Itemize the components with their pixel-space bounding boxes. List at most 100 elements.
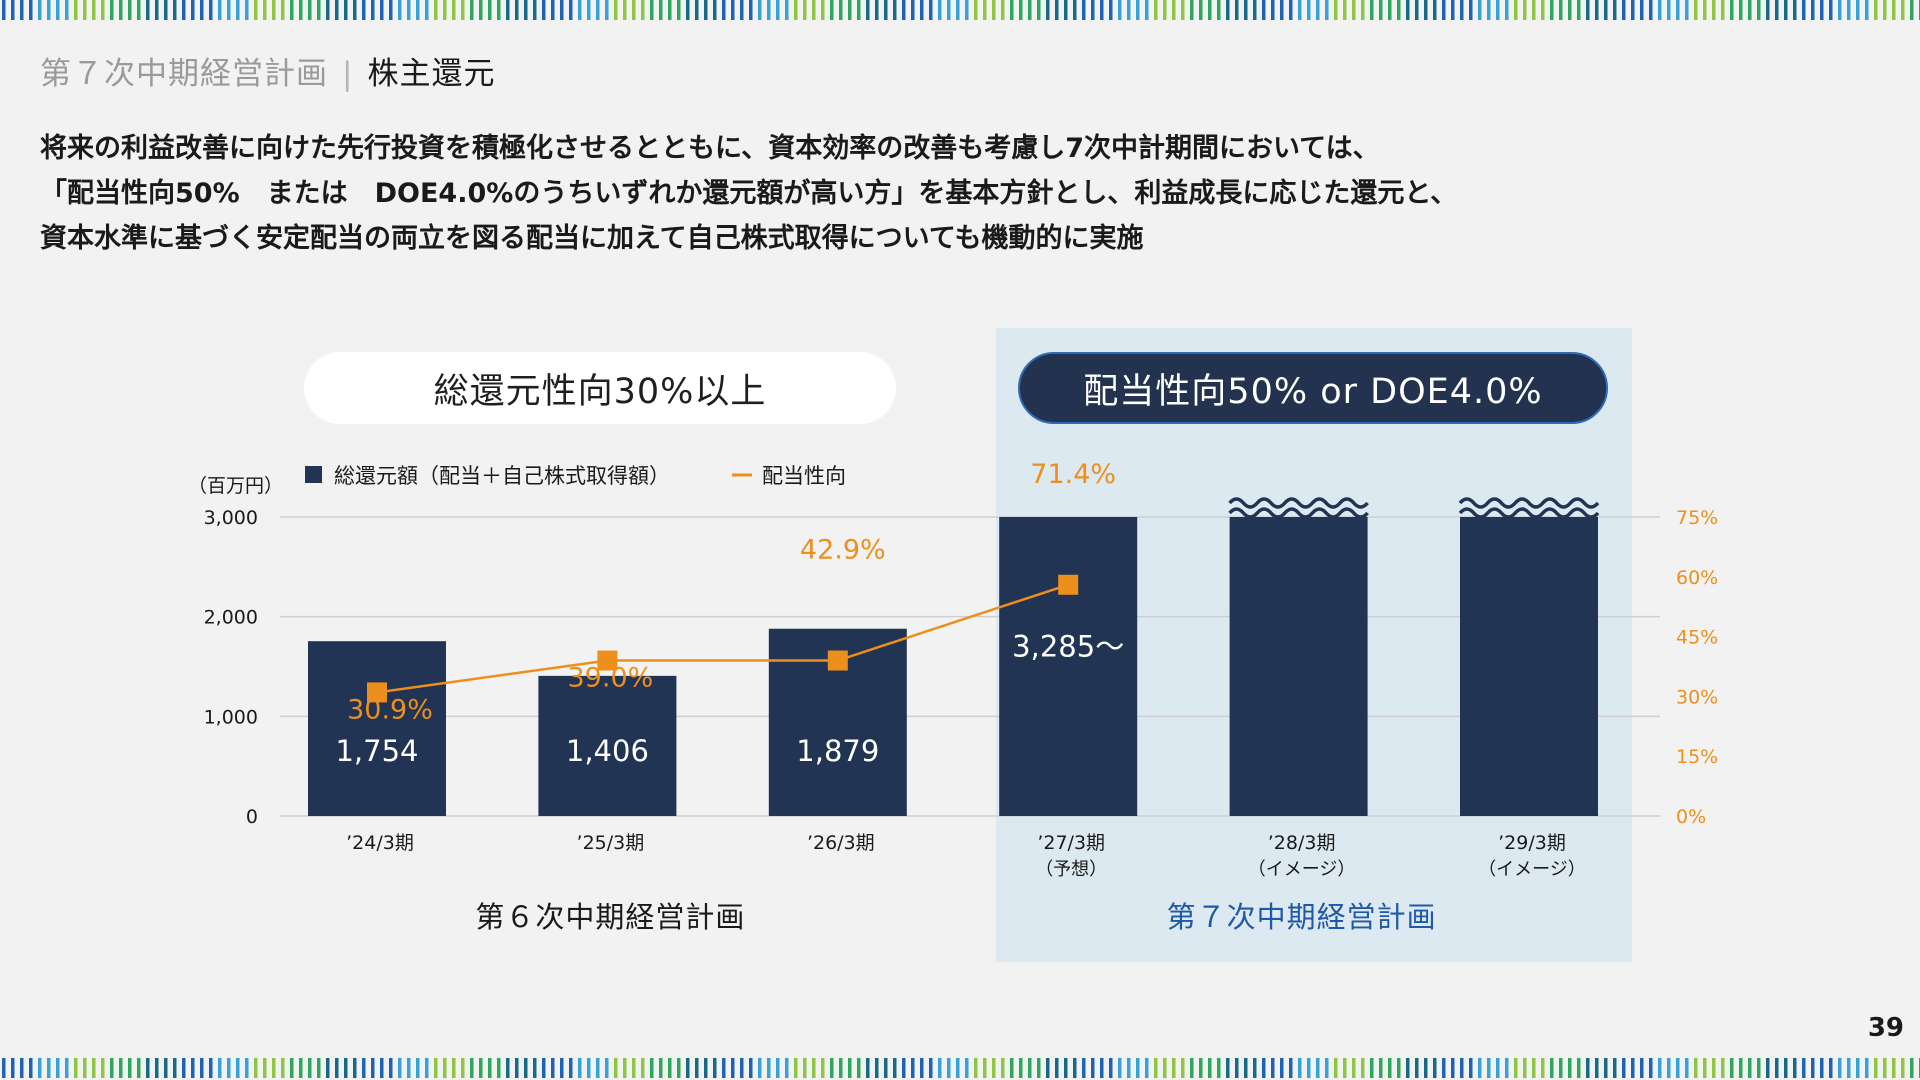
- stripe-bar: [578, 0, 582, 20]
- stripe-bar: [1289, 0, 1293, 20]
- x-tick-label: ’26/3期: [807, 832, 875, 854]
- header-separator: |: [342, 56, 354, 92]
- stripe-bar: [272, 0, 276, 20]
- stripe-bar: [191, 1058, 195, 1078]
- stripe-bar: [335, 0, 339, 20]
- stripe-bar: [1334, 0, 1338, 20]
- stripe-bar: [1559, 0, 1563, 20]
- stripe-bar: [884, 1058, 888, 1078]
- stripe-bar: [182, 0, 186, 20]
- lead-line: 将来の利益改善に向けた先行投資を積極化させるとともに、資本効率の改善も考慮し7次…: [40, 133, 1380, 164]
- stripe-bar: [560, 0, 564, 20]
- stripe-bar: [1613, 1058, 1617, 1078]
- stripe-bar: [1028, 1058, 1032, 1078]
- bar-break-wave: [1228, 497, 1369, 509]
- stripe-bar: [11, 0, 15, 20]
- payout-ratio-point: [1058, 574, 1079, 595]
- stripe-bar: [1496, 1058, 1500, 1078]
- stripe-bar: [1415, 0, 1419, 20]
- stripe-bar: [848, 1058, 852, 1078]
- stripe-bar: [398, 0, 402, 20]
- stripe-bar: [668, 0, 672, 20]
- stripe-bar: [1091, 1058, 1095, 1078]
- payout-ratio-label: 30.9%: [347, 694, 433, 725]
- stripe-bar: [965, 0, 969, 20]
- stripe-bar: [101, 0, 105, 20]
- stripe-bar: [1883, 1058, 1887, 1078]
- bar-value-label: 1,406: [566, 734, 649, 768]
- stripe-bar: [1343, 1058, 1347, 1078]
- total-return-policy-pill: 総還元性向30%以上: [304, 352, 896, 424]
- stripe-bar: [803, 1058, 807, 1078]
- stripe-bar: [929, 0, 933, 20]
- stripe-bar: [641, 1058, 645, 1078]
- stripe-bar: [776, 0, 780, 20]
- stripe-bar: [1838, 1058, 1842, 1078]
- period-label: 第７次中期経営計画: [1167, 900, 1437, 934]
- stripe-bar: [1361, 0, 1365, 20]
- stripe-bar: [758, 1058, 762, 1078]
- stripe-bar: [605, 1058, 609, 1078]
- stripe-bar: [623, 0, 627, 20]
- stripe-bar: [1001, 0, 1005, 20]
- stripe-bar: [1217, 1058, 1221, 1078]
- stripe-bar: [677, 1058, 681, 1078]
- page-number: 39: [1867, 1013, 1904, 1043]
- stripe-bar: [551, 0, 555, 20]
- stripe-bar: [857, 0, 861, 20]
- stripe-bar: [1208, 1058, 1212, 1078]
- stripe-bar: [596, 0, 600, 20]
- stripe-bar: [1334, 1058, 1338, 1078]
- x-tick-label: ’24/3期: [346, 832, 414, 854]
- stripe-bar: [1253, 0, 1257, 20]
- stripe-bar: [1352, 0, 1356, 20]
- stripe-bar: [506, 1058, 510, 1078]
- stripe-bar: [1613, 0, 1617, 20]
- stripe-bar: [1361, 1058, 1365, 1078]
- stripe-bar: [1631, 1058, 1635, 1078]
- stripe-bar: [155, 1058, 159, 1078]
- stripe-bar: [128, 1058, 132, 1078]
- stripe-bar: [281, 1058, 285, 1078]
- stripe-bar: [389, 0, 393, 20]
- stripe-bar: [1028, 0, 1032, 20]
- stripe-bar: [713, 0, 717, 20]
- stripe-bar: [371, 1058, 375, 1078]
- stripe-bar: [956, 0, 960, 20]
- stripe-bar: [677, 0, 681, 20]
- stripe-bar: [65, 1058, 69, 1078]
- payout-ratio-line: [376, 583, 1069, 694]
- stripe-bar: [137, 0, 141, 20]
- stripe-bar: [380, 0, 384, 20]
- stripe-bar: [713, 1058, 717, 1078]
- stripe-bar: [1523, 1058, 1527, 1078]
- stripe-bar: [740, 1058, 744, 1078]
- stripe-bar: [101, 1058, 105, 1078]
- stripe-bar: [1649, 1058, 1653, 1078]
- stripe-bar: [2, 1058, 6, 1078]
- stripe-bar: [956, 1058, 960, 1078]
- bar: [1460, 517, 1598, 816]
- stripe-bar: [254, 1058, 258, 1078]
- stripe-bar: [1388, 1058, 1392, 1078]
- stripe-bar: [1829, 0, 1833, 20]
- stripe-bar: [569, 1058, 573, 1078]
- stripe-bar: [263, 1058, 267, 1078]
- stripe-bar: [200, 0, 204, 20]
- stripe-bar: [1280, 1058, 1284, 1078]
- stripe-bar: [20, 1058, 24, 1078]
- stripe-bar: [443, 1058, 447, 1078]
- stripe-bar: [695, 0, 699, 20]
- stripe-bar: [1172, 1058, 1176, 1078]
- payout-ratio-point: [597, 650, 618, 671]
- top-stripe-decoration: [2, 0, 1920, 20]
- stripe-bar: [245, 1058, 249, 1078]
- stripe-bar: [200, 1058, 204, 1078]
- stripe-bar: [749, 0, 753, 20]
- payout-ratio-point: [367, 682, 387, 703]
- stripe-bar: [1586, 0, 1590, 20]
- bar-break-wave: [1458, 497, 1600, 509]
- stripe-bar: [506, 0, 510, 20]
- stripe-bar: [1838, 0, 1842, 20]
- y-right-tick-label: 75%: [1676, 507, 1718, 529]
